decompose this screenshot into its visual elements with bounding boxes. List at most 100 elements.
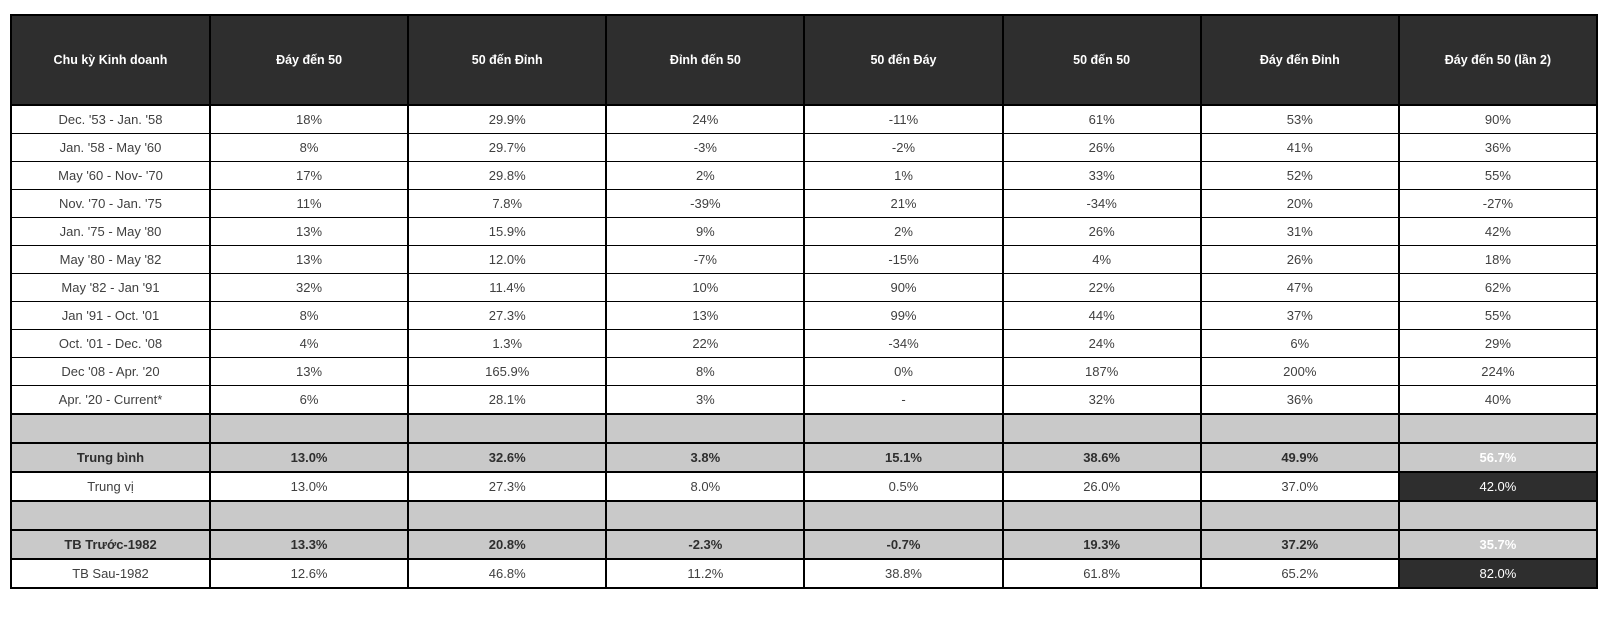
table-cell: 6% <box>208 385 410 415</box>
table-cell: 17% <box>208 161 410 190</box>
table-cell: 9% <box>605 217 806 246</box>
row-label: Dec '08 - Apr. '20 <box>10 357 211 386</box>
table-cell: 26.0% <box>1001 471 1202 502</box>
table-cell: 2% <box>803 217 1004 246</box>
table-row: TB Sau-1982 12.6% 46.8% 11.2% 38.8% 61.8% 65.2… <box>10 558 1599 589</box>
table-cell: 37.2% <box>1199 529 1400 560</box>
table-cell: 165.9% <box>407 357 608 386</box>
table-cell: 49.9% <box>1199 442 1400 473</box>
row-label: TB Trước-1982 <box>10 529 211 560</box>
row-label: Trung bình <box>10 442 211 473</box>
table-cell: 27.3% <box>407 301 608 330</box>
table-cell: 15.9% <box>407 217 608 246</box>
table-cell: 38.6% <box>1001 442 1202 473</box>
table-cell: 12.0% <box>407 245 608 274</box>
row-label: Jan. '58 - May '60 <box>10 133 211 162</box>
table-cell: 38.8% <box>803 558 1004 589</box>
table-cell <box>407 500 608 531</box>
table-row: Dec. '53 - Jan. '58 18% 29.9% 24% -11% 61% 53%… <box>10 104 1599 134</box>
table-cell: 56.7% <box>1397 442 1599 473</box>
row-label: Apr. '20 - Current* <box>10 385 211 415</box>
table-cell: -7% <box>605 245 806 274</box>
table-cell: 22% <box>1001 273 1202 302</box>
table-cell: 33% <box>1001 161 1202 190</box>
table-cell: 8% <box>208 301 410 330</box>
table-cell: -27% <box>1397 189 1599 218</box>
table-cell: 53% <box>1199 104 1400 134</box>
table-cell: 3.8% <box>605 442 806 473</box>
table-row: Oct. '01 - Dec. '08 4% 1.3% 22% -34% 24% 6% 29% <box>10 329 1599 358</box>
table-cell: 13% <box>208 217 410 246</box>
table-cell: 90% <box>803 273 1004 302</box>
table-cell: 20.8% <box>407 529 608 560</box>
table-cell: -15% <box>803 245 1004 274</box>
table-cell: 187% <box>1001 357 1202 386</box>
table-cell: 11.4% <box>407 273 608 302</box>
table-cell: -34% <box>803 329 1004 358</box>
table-cell: 29% <box>1397 329 1599 358</box>
table-cell: 82.0% <box>1397 558 1599 589</box>
table-cell: 13% <box>208 357 410 386</box>
table-row: May '80 - May '82 13% 12.0% -7% -15% 4% 26% 18% <box>10 245 1599 274</box>
table-cell: 24% <box>605 104 806 134</box>
row-label: May '60 - Nov- '70 <box>10 161 211 190</box>
table-cell <box>605 500 806 531</box>
table-cell <box>1397 413 1599 444</box>
table-cell: 29.8% <box>407 161 608 190</box>
table-cell: 10% <box>605 273 806 302</box>
table-cell: 46.8% <box>407 558 608 589</box>
table-cell: 32% <box>208 273 410 302</box>
table-row: May '82 - Jan '91 32% 11.4% 10% 90% 22% 47% 62% <box>10 273 1599 302</box>
row-label: Jan '91 - Oct. '01 <box>10 301 211 330</box>
table-cell: 32% <box>1001 385 1202 415</box>
table-row: TB Trước-1982 13.3% 20.8% -2.3% -0.7% 19.3% 37… <box>10 529 1599 560</box>
table-cell: 7.8% <box>407 189 608 218</box>
row-label: Jan. '75 - May '80 <box>10 217 211 246</box>
row-label: Trung vị <box>10 471 211 502</box>
table-cell: -11% <box>803 104 1004 134</box>
column-header: 50 đến Đáy <box>803 14 1004 106</box>
spacer-row <box>10 413 1599 444</box>
table-row: Jan '91 - Oct. '01 8% 27.3% 13% 99% 44% 37% 55% <box>10 301 1599 330</box>
table-cell: -2.3% <box>605 529 806 560</box>
row-label <box>10 500 211 531</box>
table-cell <box>1199 413 1400 444</box>
table-cell: 27.3% <box>407 471 608 502</box>
column-header: 50 đến Đỉnh <box>407 14 608 106</box>
table-cell: -39% <box>605 189 806 218</box>
table-cell: 0% <box>803 357 1004 386</box>
table-cell: 42% <box>1397 217 1599 246</box>
table-cell: 42.0% <box>1397 471 1599 502</box>
table-cell: 11% <box>208 189 410 218</box>
table-cell <box>803 413 1004 444</box>
table-cell: 26% <box>1001 217 1202 246</box>
row-label: Dec. '53 - Jan. '58 <box>10 104 211 134</box>
table-cell: 12.6% <box>208 558 410 589</box>
table-cell: 32.6% <box>407 442 608 473</box>
table-cell: 2% <box>605 161 806 190</box>
table-cell: 224% <box>1397 357 1599 386</box>
table-cell: 15.1% <box>803 442 1004 473</box>
table-cell: -34% <box>1001 189 1202 218</box>
table-cell: 13% <box>208 245 410 274</box>
table-cell: 28.1% <box>407 385 608 415</box>
table-cell: 44% <box>1001 301 1202 330</box>
spacer-row <box>10 500 1599 531</box>
table-cell: 26% <box>1001 133 1202 162</box>
table-row: Jan. '75 - May '80 13% 15.9% 9% 2% 26% 31% 42% <box>10 217 1599 246</box>
table-cell: 22% <box>605 329 806 358</box>
table-cell: 11.2% <box>605 558 806 589</box>
table-cell: 18% <box>1397 245 1599 274</box>
column-header: Đáy đến 50 <box>208 14 410 106</box>
table-cell: 61% <box>1001 104 1202 134</box>
column-header: 50 đến 50 <box>1001 14 1202 106</box>
table-cell <box>803 500 1004 531</box>
header-row: Chu kỳ Kinh doanh Đáy đến 50 50 đến Đỉnh Đỉ… <box>10 14 1599 106</box>
table-body: Dec. '53 - Jan. '58 18% 29.9% 24% -11% 61% 53%… <box>10 104 1599 589</box>
table-cell: 13.3% <box>208 529 410 560</box>
table-cell: 24% <box>1001 329 1202 358</box>
table-cell: 13.0% <box>208 442 410 473</box>
table-cell <box>208 413 410 444</box>
column-header: Đáy đến 50 (lần 2) <box>1397 14 1599 106</box>
table-cell: - <box>803 385 1004 415</box>
